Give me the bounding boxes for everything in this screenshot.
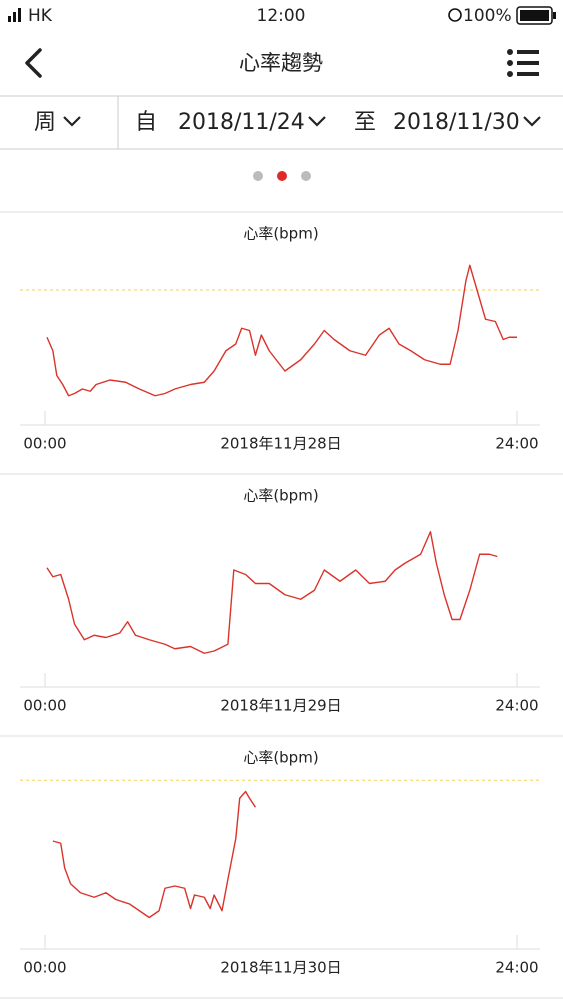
menu-button[interactable] bbox=[507, 49, 539, 77]
clock: 12:00 bbox=[257, 6, 306, 26]
page-dot[interactable] bbox=[253, 171, 263, 181]
battery-level: 100% bbox=[463, 6, 512, 26]
x-tick-label: 00:00 bbox=[23, 959, 66, 977]
to-date[interactable]: 2018/11/30 bbox=[393, 110, 520, 135]
signal-icon bbox=[8, 8, 21, 22]
page-dot[interactable] bbox=[301, 171, 311, 181]
heart-rate-line bbox=[46, 531, 498, 654]
back-button[interactable] bbox=[25, 48, 42, 78]
x-tick-label: 00:00 bbox=[23, 697, 66, 715]
x-tick-label: 24:00 bbox=[495, 697, 538, 715]
chart-title: 心率(bpm) bbox=[243, 749, 318, 767]
page-title: 心率趨勢 bbox=[239, 51, 323, 75]
dropdown-arrow bbox=[63, 116, 81, 127]
lock-icon bbox=[448, 8, 462, 22]
from-label: 自 bbox=[135, 110, 157, 135]
page-dot-active[interactable] bbox=[277, 171, 287, 181]
carrier: HK bbox=[28, 6, 53, 26]
x-tick-label: 24:00 bbox=[495, 959, 538, 977]
heart-rate-line bbox=[46, 264, 517, 397]
x-axis-label: 2018年11月28日 bbox=[220, 435, 341, 453]
heart-rate-line bbox=[52, 790, 257, 919]
battery-icon bbox=[516, 6, 556, 25]
chart-title: 心率(bpm) bbox=[243, 225, 318, 243]
period-select[interactable]: 周 bbox=[34, 110, 56, 135]
dropdown-arrow bbox=[523, 116, 541, 127]
dropdown-arrow bbox=[308, 116, 326, 127]
from-date[interactable]: 2018/11/24 bbox=[178, 110, 305, 135]
to-label: 至 bbox=[354, 110, 376, 135]
x-tick-label: 24:00 bbox=[495, 435, 538, 453]
chart-title: 心率(bpm) bbox=[243, 487, 318, 505]
x-axis-label: 2018年11月29日 bbox=[220, 697, 341, 715]
x-tick-label: 00:00 bbox=[23, 435, 66, 453]
x-axis-label: 2018年11月30日 bbox=[220, 959, 341, 977]
